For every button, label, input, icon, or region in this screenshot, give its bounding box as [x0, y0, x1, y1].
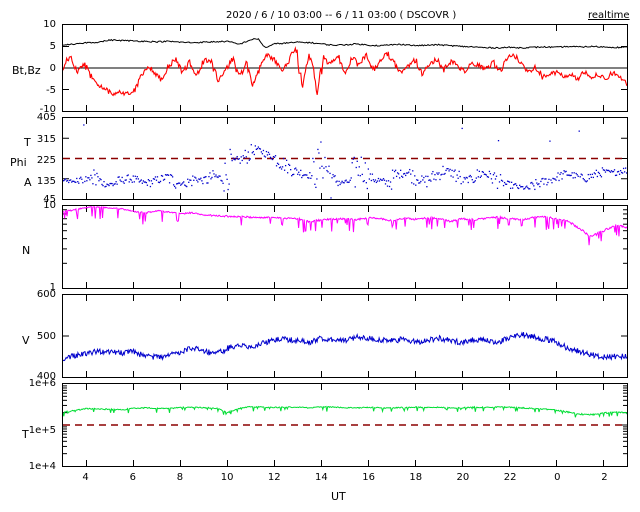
- ytick-p1-4: -10: [39, 104, 56, 115]
- panel-density: [62, 205, 628, 289]
- ytick-p1-0: 10: [43, 19, 56, 30]
- panel-label-bt-bz: Bt,Bz: [12, 64, 41, 77]
- ytick-p5-0: 1e+6: [28, 378, 56, 389]
- panel-velocity: [62, 294, 628, 378]
- x-tick-18: 18: [409, 472, 423, 483]
- ytick-p1-2: 0: [49, 63, 56, 74]
- x-tick-8: 8: [176, 472, 184, 483]
- panel-bt-bz: [62, 24, 628, 112]
- panel-label-phi: Phi: [10, 156, 27, 169]
- panel-density-canvas: [63, 206, 627, 288]
- ytick-p1-3: -5: [46, 85, 56, 96]
- panel-phi: [62, 117, 628, 200]
- plot-title: 2020 / 6 / 10 03:00 -- 6 / 11 03:00 ( DS…: [226, 10, 457, 21]
- panel-temperature-canvas: [63, 384, 627, 466]
- x-tick-6: 6: [129, 472, 136, 483]
- ytick-p4-0: 600: [36, 289, 56, 300]
- ytick-p1-1: 5: [49, 41, 56, 52]
- ytick-p2-1: 315: [36, 134, 56, 145]
- panel-label-n: N: [22, 244, 31, 257]
- realtime-label: realtime: [588, 10, 630, 21]
- ytick-p2-3: 135: [36, 176, 56, 187]
- panel-velocity-canvas: [63, 295, 627, 377]
- ytick-p4-2: 400: [36, 371, 56, 382]
- x-tick-16: 16: [362, 472, 375, 483]
- x-tick-22: 22: [503, 472, 517, 483]
- x-tick-10: 10: [220, 472, 234, 483]
- ytick-p3-1: 1: [49, 282, 56, 293]
- x-tick-14: 14: [315, 472, 328, 483]
- ytick-p4-1: 500: [36, 331, 56, 342]
- x-tick-20: 20: [456, 472, 470, 483]
- panel-temperature: [62, 383, 628, 467]
- ytick-p2-0: 405: [36, 112, 56, 123]
- x-tick-2: 2: [601, 472, 608, 483]
- ytick-p5-1: 1e+5: [28, 425, 56, 436]
- panel-label-v: V: [22, 334, 30, 347]
- x-tick-12: 12: [267, 472, 281, 483]
- ytick-p2-4: 45: [43, 194, 56, 205]
- ytick-p5-2: 1e+4: [28, 461, 56, 472]
- ytick-p3-0: 10: [43, 200, 56, 211]
- x-axis-label: UT: [331, 490, 346, 503]
- panel-phi-canvas: [63, 118, 627, 199]
- panel-label-a: A: [24, 176, 32, 189]
- panel-bt-bz-canvas: [63, 25, 627, 111]
- x-tick-0: 0: [554, 472, 561, 483]
- panel-label-t-top: T: [24, 136, 31, 149]
- x-tick-4: 4: [82, 472, 89, 483]
- panel-label-t: T: [22, 428, 29, 441]
- ytick-p2-2: 225: [36, 155, 56, 166]
